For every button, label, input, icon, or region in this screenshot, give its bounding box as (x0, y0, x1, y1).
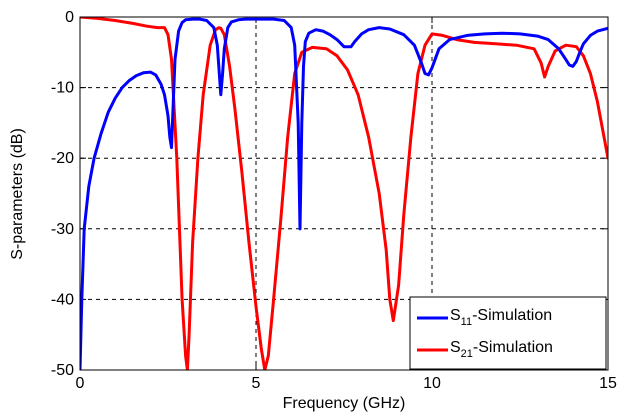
series-line-s21 (80, 17, 608, 370)
legend-box (409, 296, 607, 370)
plot-frame (79, 16, 609, 371)
y-axis-label: S-parameters (dB) (9, 128, 26, 260)
y-tick-label: -40 (51, 291, 74, 308)
y-tick-label: -30 (51, 221, 74, 238)
y-tick-label: -20 (51, 150, 74, 167)
x-tick-label: 0 (76, 375, 85, 392)
x-tick-label: 15 (599, 375, 617, 392)
y-tick-label: -50 (51, 362, 74, 379)
grid-lines (80, 17, 608, 370)
y-tick-label: 0 (65, 9, 74, 26)
legend-label-s21: S21-Simulation (450, 339, 553, 360)
legend: S11-Simulation S21-Simulation (409, 296, 607, 370)
tick-labels: 0 5 10 15 0 -10 -20 -30 -40 -50 (51, 9, 617, 392)
legend-label-s11: S11-Simulation (450, 307, 552, 328)
series-layer (80, 17, 608, 370)
series-line-s11 (80, 17, 608, 370)
x-axis-label: Frequency (GHz) (283, 395, 406, 412)
x-tick-label: 5 (252, 375, 261, 392)
y-tick-label: -10 (51, 80, 74, 97)
x-tick-label: 10 (423, 375, 441, 392)
